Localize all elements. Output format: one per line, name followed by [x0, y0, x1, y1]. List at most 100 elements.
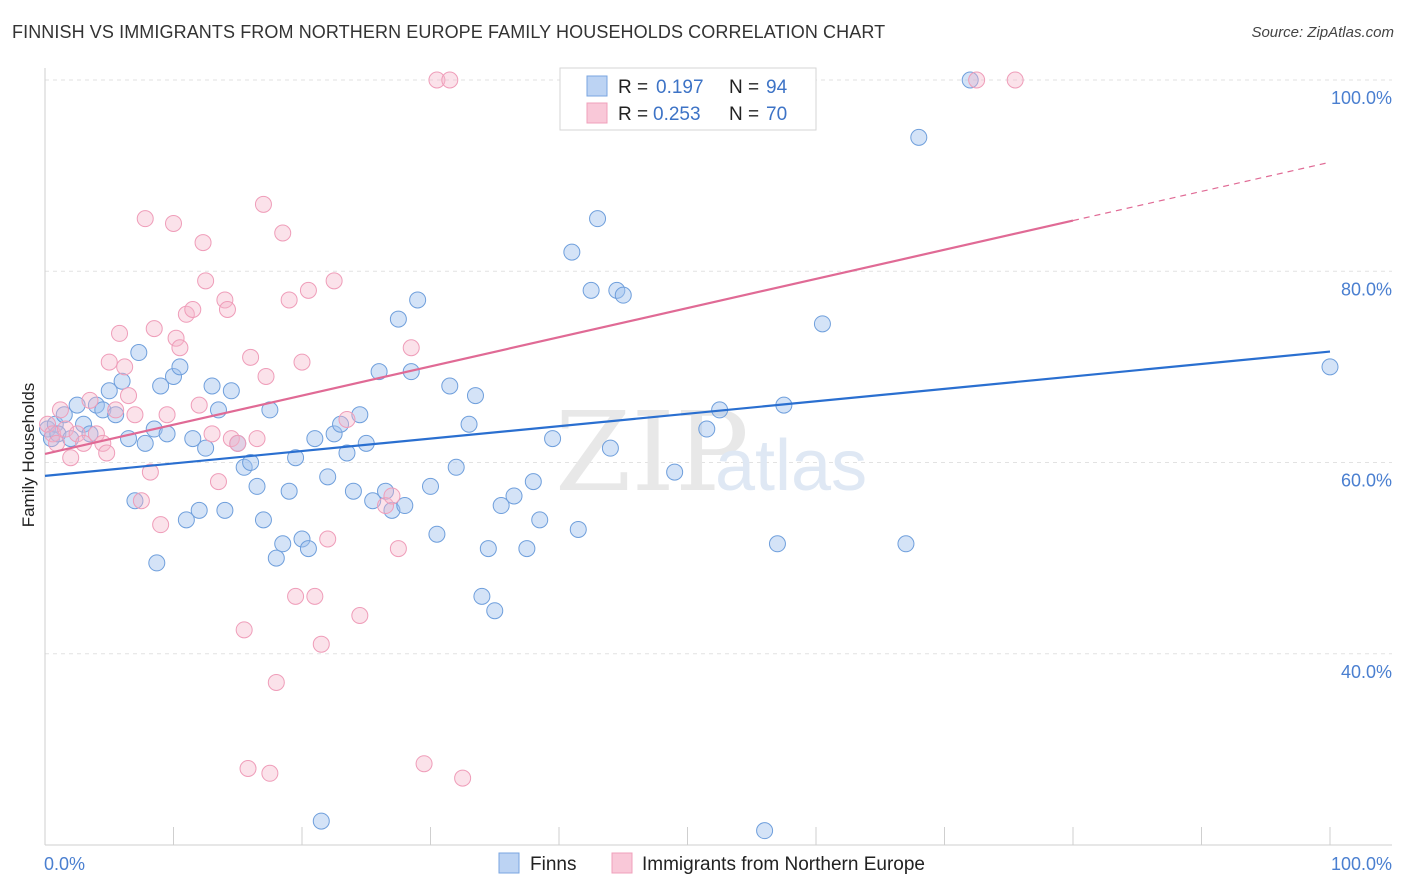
immigrants-point	[351, 607, 369, 624]
finns-point	[197, 439, 215, 457]
immigrants-point	[51, 401, 69, 419]
immigrants-point	[145, 320, 163, 338]
series-legend: Finns Immigrants from Northern Europe	[498, 852, 925, 875]
bottom-legend-label-immigrants: Immigrants from Northern Europe	[642, 854, 925, 875]
finns-point	[319, 468, 337, 486]
finns-point	[100, 382, 118, 400]
immigrants-point	[287, 587, 305, 605]
watermark: ZIP atlas	[555, 388, 867, 516]
immigrants-point	[116, 358, 134, 376]
finns-point	[274, 535, 292, 553]
legend-swatch-finns	[586, 75, 608, 97]
finns-point	[582, 281, 600, 299]
immigrants-point	[389, 540, 407, 558]
legend-r-label-0: R =	[618, 77, 648, 98]
immigrants-point	[239, 760, 257, 777]
immigrants-point	[190, 396, 208, 414]
source-credit: Source: ZipAtlas.com	[1251, 24, 1394, 41]
immigrants-point	[171, 339, 189, 357]
immigrants-point	[242, 348, 260, 366]
watermark-zip: ZIP	[555, 388, 749, 516]
finns-point	[306, 430, 324, 448]
finns-point	[81, 425, 99, 443]
finns-point	[910, 128, 928, 146]
finns-point	[344, 482, 362, 500]
finns-point	[569, 520, 587, 538]
immigrants-point	[261, 764, 279, 782]
finns-point	[428, 525, 446, 543]
bottom-legend-swatch-finns	[498, 852, 520, 874]
immigrants-point	[235, 621, 253, 639]
immigrants-point	[120, 387, 138, 405]
immigrants-point	[167, 329, 185, 347]
finns-point	[293, 530, 311, 548]
immigrants-point	[98, 444, 116, 462]
finns-point	[505, 487, 523, 505]
finns-point	[768, 535, 786, 553]
y-tick-label-3: 100.0%	[1331, 88, 1392, 108]
finns-point	[94, 401, 112, 419]
legend-r-value-0: 0.197	[656, 77, 704, 98]
finns-point	[203, 377, 221, 395]
immigrants-point	[62, 449, 80, 467]
immigrants-point	[136, 210, 154, 228]
immigrants-point	[68, 425, 86, 443]
finns-point	[897, 535, 915, 553]
immigrants-point	[306, 587, 324, 605]
immigrants-point	[454, 769, 472, 787]
immigrants-point	[100, 353, 118, 371]
immigrants-point	[248, 430, 266, 448]
finns-point	[177, 511, 195, 529]
finns-point	[248, 477, 266, 495]
finns-point	[351, 406, 369, 424]
immigrants-point	[312, 635, 330, 653]
finns-point	[813, 315, 831, 333]
immigrants-point	[415, 755, 433, 773]
y-tick-label-0: 40.0%	[1341, 662, 1392, 682]
immigrants-point	[81, 391, 99, 409]
finns-point	[589, 210, 607, 228]
immigrants-trend-extension	[1072, 161, 1331, 222]
finns-point	[396, 497, 414, 515]
immigrants-point	[218, 301, 236, 318]
finns-point	[409, 291, 427, 309]
immigrants-point	[141, 463, 159, 481]
immigrants-point	[184, 301, 202, 318]
finns-point	[222, 382, 240, 400]
immigrants-point	[441, 71, 459, 89]
finns-point	[148, 554, 166, 572]
finns-point	[299, 540, 317, 558]
finns-point	[479, 540, 497, 558]
immigrants-points	[39, 71, 1024, 787]
finns-point	[165, 367, 182, 385]
finns-trend-line	[44, 350, 1331, 477]
bottom-legend-swatch-immigrants	[611, 852, 633, 874]
finns-point	[152, 377, 170, 395]
legend-r-value-1: 0.253	[653, 104, 701, 125]
legend-n-value-1: 70	[766, 104, 787, 125]
stats-legend: R = 0.197 N = 94 R = 0.253 N = 70	[559, 67, 817, 131]
finns-point	[698, 420, 716, 438]
finns-point	[473, 587, 491, 605]
y-tick-labels: 40.0% 60.0% 80.0% 100.0%	[1331, 88, 1392, 682]
finns-point	[171, 358, 189, 376]
immigrants-point	[402, 339, 420, 357]
legend-n-label-1: N =	[729, 104, 759, 125]
finns-point	[136, 434, 154, 452]
immigrants-point	[325, 272, 343, 290]
chart-title: FINNISH VS IMMIGRANTS FROM NORTHERN EURO…	[12, 22, 886, 42]
immigrants-point	[968, 71, 986, 89]
immigrants-point	[267, 673, 285, 691]
immigrants-point	[254, 195, 272, 213]
immigrants-point	[280, 291, 298, 309]
immigrants-point	[257, 367, 275, 385]
finns-point	[447, 458, 465, 476]
finns-point	[280, 482, 298, 500]
immigrants-point	[209, 473, 227, 491]
immigrants-point	[216, 291, 234, 309]
finns-point	[130, 344, 148, 362]
finns-point	[486, 602, 504, 620]
immigrants-point	[165, 214, 182, 232]
finns-point	[601, 439, 619, 457]
